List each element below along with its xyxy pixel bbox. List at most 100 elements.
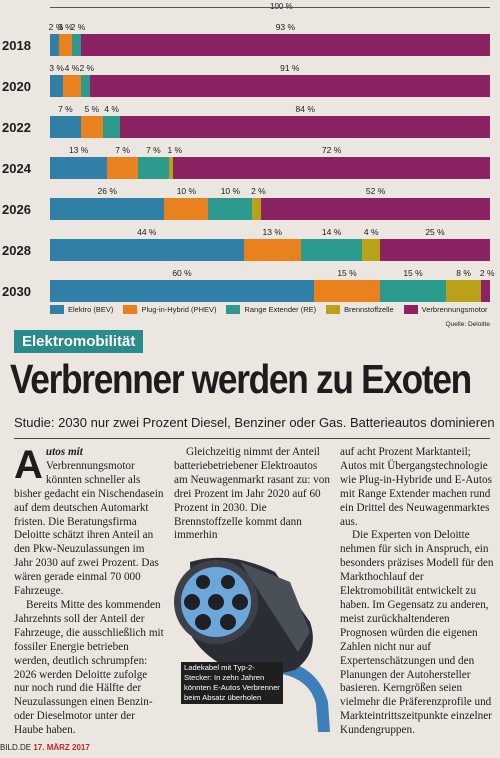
paragraph: Bereits Mitte des kommenden Jahrzehnts s… (14, 598, 164, 737)
legend-item: Verbrennungsmotor (403, 305, 488, 314)
bar-segment (50, 280, 314, 302)
paragraph: Die Experten von Deloitte nehmen für sic… (340, 529, 494, 737)
chart-row: 2026 26 % 10 % 10 % 2 % 52 % (0, 186, 500, 220)
article-column-2: Gleichzeitig nimmt der Anteil batteriebe… (174, 446, 330, 543)
category-label: 2022 (2, 120, 31, 135)
paragraph: Verbrennungsmotor könnten schneller als … (14, 459, 164, 598)
bar-segment (89, 75, 490, 97)
data-label: 84 % (295, 104, 315, 114)
category-label: 2020 (2, 79, 31, 94)
data-label: 4 % (363, 227, 379, 237)
bar-segment (50, 34, 59, 56)
data-label: 7 % (146, 145, 161, 155)
chart-row: 2022 7 % 5 % 4 % 84 % (0, 104, 500, 138)
top-line (50, 7, 490, 8)
legend-swatch (326, 305, 341, 314)
legend-item: Brennstoffzelle (326, 305, 394, 314)
subline: Studie: 2030 nur zwei Prozent Diesel, Be… (14, 415, 495, 430)
footer: BILD.DE 17. MÄRZ 2017 (0, 743, 90, 752)
category-label: 2028 (2, 243, 31, 258)
data-label: 25 % (425, 227, 445, 237)
bar-segment (102, 116, 121, 138)
data-label: 13 % (262, 227, 282, 237)
data-label: 93 % (275, 22, 296, 32)
bar-segment (80, 75, 90, 97)
data-label: 91 % (280, 63, 300, 73)
data-label: 7 % (115, 145, 130, 155)
legend-swatch (50, 305, 64, 314)
lead-words: utos mit (45, 446, 83, 458)
bar-segment (300, 239, 363, 261)
bar-segment (50, 239, 244, 261)
chart-row: 2020 3 % 4 % 2 % 91 % (0, 63, 500, 97)
data-label: 13 % (68, 145, 89, 155)
data-label: 52 % (365, 186, 386, 196)
bar-segment (72, 34, 81, 56)
data-label: 8 % (456, 268, 471, 278)
chart-legend: Elektro (BEV) Plug-in-Hybrid (PHEV) Range … (50, 305, 500, 314)
legend-label: Brennstoffzelle (344, 305, 394, 314)
category-label: 2018 (2, 38, 31, 53)
data-label: 3 % (58, 22, 73, 32)
data-label: 26 % (97, 186, 117, 196)
bar-segment (107, 157, 138, 179)
photo-caption: Ladekabel mit Typ-2-Stecker: In zehn Jah… (181, 662, 283, 704)
data-label: 4 % (64, 63, 80, 73)
legend-label: Verbrennungsmotor (421, 305, 488, 314)
headline: Verbrenner werden zu Exoten (10, 356, 472, 402)
legend-swatch (403, 305, 418, 314)
bar-segment (380, 280, 446, 302)
legend-item: Elektro (BEV) (50, 305, 113, 314)
bar-segment (243, 239, 301, 261)
bar-segment (58, 34, 72, 56)
charging-plug-photo (174, 557, 330, 732)
data-label: 44 % (137, 227, 157, 237)
data-label: 5 % (84, 104, 100, 114)
data-label: 2 % (79, 63, 95, 73)
bar-segment (380, 239, 490, 261)
section-tag: Elektromobilität (14, 330, 144, 353)
data-label: 2 % (251, 186, 266, 196)
data-label: 2 % (70, 22, 86, 32)
legend-swatch (226, 305, 241, 314)
data-label: 10 % (220, 186, 241, 196)
chart-row: 2028 44 % 13 % 14 % 4 % 25 % (0, 227, 500, 261)
bar-segment (362, 239, 380, 261)
data-label: 15 % (337, 268, 357, 278)
bar-segment (80, 116, 103, 138)
bar-segment (446, 280, 482, 302)
bar-segment (120, 116, 490, 138)
bar-segment (138, 157, 169, 179)
data-label: 72 % (321, 145, 342, 155)
top-label: 100 % (270, 2, 293, 11)
data-label: 10 % (176, 186, 197, 196)
data-label: 4 % (104, 104, 119, 114)
chart-row: 2030 60 % 15 % 15 % 8 % 2 % (0, 268, 500, 302)
data-label: 15 % (403, 268, 423, 278)
category-label: 2024 (2, 161, 31, 176)
bar-segment (168, 157, 174, 179)
chart-row: 2024 13 % 7 % 7 % 1 % 72 % (0, 145, 500, 179)
paragraph: auf acht Prozent Marktanteil; Autos mit … (340, 446, 492, 528)
data-label: 2 % (48, 22, 64, 32)
bar-segment (80, 34, 490, 56)
bar-segment (173, 157, 490, 179)
bar-segment (261, 198, 490, 220)
footer-date: 17. MÄRZ 2017 (33, 743, 90, 752)
chart-row: 2018 2 % 3 % 2 % 93 % (0, 22, 500, 56)
bar-segment (50, 157, 108, 179)
bar-segment (314, 280, 380, 302)
divider (14, 438, 490, 439)
legend-label: Range Extender (RE) (244, 305, 317, 314)
bar-segment (164, 198, 209, 220)
data-label: 3 % (49, 63, 64, 73)
chart-source: Quelle: Deloitte (445, 321, 490, 328)
bar-segment (208, 198, 253, 220)
category-label: 2026 (2, 202, 31, 217)
legend-label: Elektro (BEV) (68, 305, 114, 314)
legend-item: Range Extender (RE) (226, 305, 316, 314)
data-label: 2 % (479, 268, 495, 278)
legend-label: Plug-in-Hybrid (PHEV) (141, 305, 217, 314)
bar-segment (481, 280, 490, 302)
data-label: 14 % (321, 227, 342, 237)
